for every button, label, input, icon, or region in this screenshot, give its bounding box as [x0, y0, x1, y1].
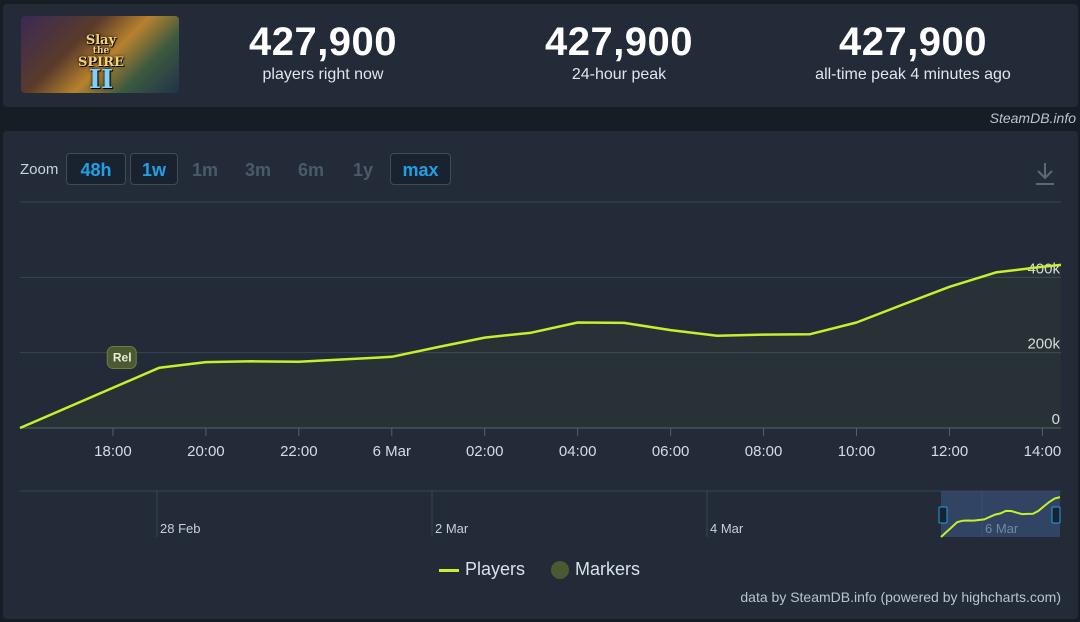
navigator-date-label: 2 Mar [435, 521, 469, 536]
game-capsule-image[interactable]: Slay the SPIRE II [21, 16, 179, 93]
data-point [576, 321, 579, 324]
data-point [19, 427, 22, 430]
zoom-3m-button[interactable]: 3m [244, 160, 271, 180]
highcharts-credit[interactable]: data by SteamDB.info (powered by highcha… [740, 589, 1061, 605]
stat-value: 427,900 [838, 20, 988, 64]
navigator-series-line [940, 496, 1061, 538]
stat-value: 427,900 [544, 20, 694, 64]
stat-label: players right now [262, 66, 384, 83]
data-point [669, 329, 672, 332]
y-tick-label: 200k [1027, 336, 1060, 353]
legend-markers[interactable]: Markers [551, 559, 640, 583]
players-area [20, 266, 1061, 428]
download-icon[interactable] [1033, 161, 1057, 187]
data-point [716, 334, 719, 337]
zoom-label: Zoom [20, 161, 59, 178]
zoom-6m-button[interactable]: 6m [297, 160, 324, 180]
chart-panel: Zoom 48h 1w 1m 3m 6m 1y max 0 200k 400k 18:… [3, 131, 1078, 619]
steamdb-credit[interactable]: SteamDB.info [989, 110, 1076, 126]
stat-24h-peak: 427,900 24-hour peak [489, 20, 749, 84]
stats-header: Slay the SPIRE II 427,900 players right … [3, 4, 1078, 107]
stat-value: 427,900 [248, 20, 398, 64]
zoom-max-button[interactable]: max [390, 153, 451, 185]
navigator-date-label: 28 Feb [160, 521, 200, 536]
data-point [204, 361, 207, 364]
data-point [530, 331, 533, 334]
x-tick-label: 10:00 [838, 443, 876, 460]
data-point [483, 336, 486, 339]
stat-all-time-peak: 427,900 all-time peak 4 minutes ago [783, 20, 1043, 84]
game-logo: Slay the SPIRE II [78, 33, 124, 93]
x-tick-label: 02:00 [466, 443, 504, 460]
data-point [251, 360, 254, 363]
stat-players-now: 427,900 players right now [193, 20, 453, 84]
zoom-1y-button[interactable]: 1y [352, 160, 374, 180]
players-line [19, 263, 1062, 430]
zoom-48h-button[interactable]: 48h [66, 153, 126, 185]
data-point [1041, 265, 1044, 268]
marker-flag [106, 346, 137, 370]
data-point [809, 333, 812, 336]
x-tick-label: 12:00 [931, 443, 969, 460]
data-point [762, 333, 765, 336]
navigator-left-handle[interactable] [938, 506, 948, 524]
x-tick-label: 06:00 [652, 443, 690, 460]
stat-label: all-time peak 4 minutes ago [815, 66, 1011, 83]
data-point [297, 360, 300, 363]
navigator-date-label: 4 Mar [710, 521, 744, 536]
x-tick-label: 22:00 [280, 443, 318, 460]
legend-label: Markers [575, 559, 641, 579]
data-point [901, 303, 904, 306]
data-point [948, 285, 951, 288]
zoom-1m-button[interactable]: 1m [191, 160, 218, 180]
zoom-1w-button[interactable]: 1w [130, 153, 178, 185]
x-tick-label: 20:00 [187, 443, 225, 460]
data-point [158, 366, 161, 369]
legend-label: Players [465, 559, 526, 579]
y-tick-label: 0 [1052, 411, 1060, 428]
data-point [623, 321, 626, 324]
legend-players[interactable]: Players [439, 559, 525, 583]
data-point [994, 271, 997, 274]
x-tick-label: 08:00 [745, 443, 783, 460]
marker-label: Rel [113, 351, 132, 365]
data-point [437, 346, 440, 349]
data-point [855, 321, 858, 324]
x-tick-label: 14:00 [1024, 443, 1062, 460]
data-point [390, 355, 393, 358]
x-tick-label: 6 Mar [373, 443, 411, 460]
navigator-right-handle[interactable] [1051, 506, 1061, 524]
legend-dot-swatch [551, 561, 569, 580]
stat-label: 24-hour peak [571, 66, 667, 83]
legend-line-swatch [439, 568, 459, 572]
x-tick-label: 04:00 [559, 443, 597, 460]
x-tick-label: 18:00 [94, 443, 132, 460]
